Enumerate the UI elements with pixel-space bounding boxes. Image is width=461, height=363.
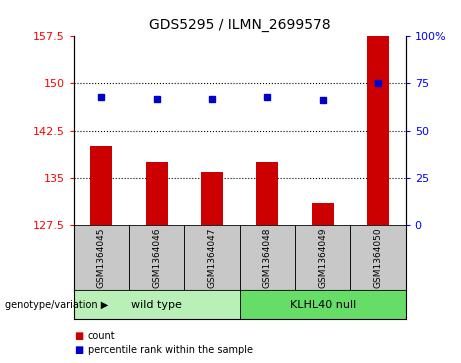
- Bar: [146, 162, 168, 225]
- Text: ■: ■: [74, 345, 83, 355]
- Text: percentile rank within the sample: percentile rank within the sample: [88, 345, 253, 355]
- Bar: [201, 172, 223, 225]
- Bar: [256, 162, 278, 225]
- Bar: [350, 225, 406, 290]
- Text: KLHL40 null: KLHL40 null: [290, 300, 356, 310]
- Text: GSM1364050: GSM1364050: [373, 227, 383, 288]
- Bar: [240, 225, 295, 290]
- Bar: [295, 225, 350, 290]
- Text: count: count: [88, 331, 115, 341]
- Bar: [184, 225, 240, 290]
- Bar: [240, 290, 406, 319]
- Bar: [74, 290, 240, 319]
- Text: GSM1364046: GSM1364046: [152, 228, 161, 288]
- Text: ■: ■: [74, 331, 83, 341]
- Title: GDS5295 / ILMN_2699578: GDS5295 / ILMN_2699578: [149, 19, 331, 33]
- Text: GSM1364048: GSM1364048: [263, 228, 272, 288]
- Text: genotype/variation ▶: genotype/variation ▶: [5, 300, 108, 310]
- Bar: [367, 36, 389, 225]
- Text: GSM1364045: GSM1364045: [97, 228, 106, 288]
- Bar: [129, 225, 184, 290]
- Bar: [312, 203, 334, 225]
- Bar: [74, 225, 129, 290]
- Bar: [90, 146, 112, 225]
- Text: GSM1364049: GSM1364049: [318, 228, 327, 288]
- Text: GSM1364047: GSM1364047: [207, 228, 217, 288]
- Text: wild type: wild type: [131, 300, 182, 310]
